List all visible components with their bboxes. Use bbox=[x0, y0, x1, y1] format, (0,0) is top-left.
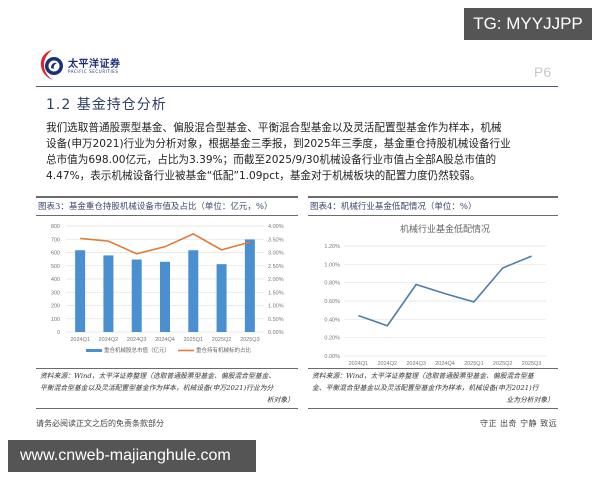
y-left-tick: 300 bbox=[51, 290, 60, 296]
y-tick: 1.00% bbox=[324, 262, 340, 268]
company-slogan: 守正 出奇 宁静 致远 bbox=[480, 419, 558, 428]
paragraph-line: 4.47%，表示机械设备行业被基金“低配”1.09pct，基金对于机械板块的配置… bbox=[46, 170, 481, 182]
figure-4: 图表4：机械行业基金低配情况（单位：%） 机械行业基金低配情况 0.00% 0.20… bbox=[308, 196, 558, 366]
x-tick: 2024Q4 bbox=[155, 337, 175, 343]
y-left-tick: 0 bbox=[57, 330, 60, 336]
market-value-combo-chart: 0 100 200 300 400 500 600 700 800 0.00% 0.50% 1.00%… bbox=[51, 224, 284, 354]
chart-title: 机械行业基金低配情况 bbox=[400, 223, 490, 235]
legend-label: 重仓持有机械标的占比 bbox=[196, 346, 252, 354]
y-left-tick: 500 bbox=[51, 264, 60, 270]
header-divider bbox=[36, 86, 258, 87]
legend-swatch-bar bbox=[86, 349, 102, 352]
figure-4-source: 资料来源：Wind，太平洋证券整理（选取普通股票型基金、偏股混合型基 金、平衡混… bbox=[308, 368, 558, 409]
figure-4-title: 图表4：机械行业基金低配情况（单位：%） bbox=[308, 196, 558, 216]
bar bbox=[244, 239, 255, 332]
watermark-bottom: www.cnweb-majianghule.com bbox=[8, 440, 256, 472]
y-right-tick: 1.50% bbox=[268, 290, 284, 296]
y-tick: 0.20% bbox=[324, 336, 340, 342]
x-tick: 2024Q3 bbox=[406, 361, 426, 366]
source-line: 业为分析对象） bbox=[506, 396, 554, 404]
pacific-logo-icon bbox=[40, 50, 63, 80]
ratio-line bbox=[80, 233, 251, 255]
y-left-tick: 600 bbox=[51, 251, 60, 257]
legend-label: 重仓机械股总市值（亿元） bbox=[104, 346, 170, 354]
y-tick: 0.80% bbox=[324, 281, 340, 287]
y-right-tick: 2.50% bbox=[268, 264, 284, 270]
x-tick: 2024Q2 bbox=[377, 361, 397, 366]
x-tick: 2025Q1 bbox=[183, 337, 203, 343]
x-tick: 2025Q3 bbox=[522, 361, 542, 366]
source-line: 资料来源：Wind，太平洋证券整理（选取普通股票型基金、偏股混合型基金、 bbox=[40, 372, 276, 380]
logo-text-en: PACIFIC SECURITIES bbox=[68, 69, 119, 74]
logo-text-cn: 太平洋证券 bbox=[68, 59, 121, 70]
y-right-tick: 3.00% bbox=[268, 251, 284, 257]
figure-3-source: 资料来源：Wind，太平洋证券整理（选取普通股票型基金、偏股混合型基金、 平衡混… bbox=[36, 368, 298, 409]
x-tick: 2025Q1 bbox=[464, 361, 484, 366]
bar bbox=[75, 250, 86, 332]
y-tick: 0.60% bbox=[324, 299, 340, 305]
disclaimer-text: 请务必阅读正文之后的免责条款部分 bbox=[36, 419, 164, 428]
underweight-line-chart: 机械行业基金低配情况 0.00% 0.20% 0.40% 0.60% 0.80% 1.00%… bbox=[324, 223, 546, 366]
paragraph-line: 总市值为698.00亿元，占比为3.39%；而截至2025/9/30机械设备行业… bbox=[46, 154, 497, 166]
y-left-tick: 700 bbox=[51, 237, 60, 243]
section-title: 1.2 基金持仓分析 bbox=[46, 97, 167, 113]
x-tick: 2024Q1 bbox=[70, 337, 90, 343]
y-tick: 0.40% bbox=[324, 317, 340, 323]
bar bbox=[188, 250, 199, 332]
y-right-tick: 3.50% bbox=[268, 237, 284, 243]
y-right-tick: 0.00% bbox=[268, 330, 284, 336]
y-left-tick: 800 bbox=[51, 224, 60, 230]
x-tick: 2024Q4 bbox=[435, 361, 455, 366]
y-right-tick: 0.50% bbox=[268, 317, 284, 323]
figure-3: 图表3：基金重仓持股机械设备市值及占比（单位：亿元，%） 0 100 200 300 4… bbox=[36, 196, 298, 354]
source-line: 析对象） bbox=[266, 396, 294, 404]
y-left-tick: 100 bbox=[51, 317, 60, 323]
x-tick: 2024Q2 bbox=[99, 337, 119, 343]
bar bbox=[131, 259, 142, 332]
y-left-tick: 400 bbox=[51, 277, 60, 283]
bar bbox=[103, 255, 114, 332]
figure-3-title: 图表3：基金重仓持股机械设备市值及占比（单位：亿元，%） bbox=[36, 196, 298, 216]
source-line: 平衡混合型基金以及灵活配置型基金作为样本，机械设备(申万2021)行业为分 bbox=[40, 384, 274, 392]
bar bbox=[216, 264, 227, 332]
x-tick: 2025Q2 bbox=[212, 337, 232, 343]
y-left-tick: 200 bbox=[51, 304, 60, 310]
x-tick: 2025Q3 bbox=[240, 337, 260, 343]
y-right-tick: 1.00% bbox=[268, 304, 284, 310]
y-tick: 1.20% bbox=[324, 244, 340, 250]
page-number: P6 bbox=[534, 64, 552, 80]
company-logo: 太平洋证券 PACIFIC SECURITIES bbox=[38, 48, 138, 82]
x-tick: 2024Q3 bbox=[127, 337, 147, 343]
header-divider-right bbox=[258, 86, 558, 87]
y-right-tick: 2.00% bbox=[268, 277, 284, 283]
y-right-tick: 4.00% bbox=[268, 224, 284, 230]
paragraph-line: 我们选取普通股票型基金、偏股混合型基金、平衡混合型基金以及灵活配置型基金作为样本… bbox=[46, 122, 502, 134]
paragraph-line: 设备(申万2021)行业为分析对象，根据基金三季报，到2025年三季度，基金重仓… bbox=[46, 138, 511, 150]
y-tick: 0.00% bbox=[324, 354, 340, 360]
x-tick: 2024Q1 bbox=[349, 361, 369, 366]
analysis-paragraph: 我们选取普通股票型基金、偏股混合型基金、平衡混合型基金以及灵活配置型基金作为样本… bbox=[46, 120, 558, 184]
source-line: 金、平衡混合型基金以及灵活配置型基金作为样本，机械设备(申万2021)行 bbox=[312, 384, 539, 392]
bar bbox=[160, 261, 170, 332]
watermark-top: TG: MYYJJPP bbox=[464, 8, 592, 40]
x-tick: 2025Q2 bbox=[493, 361, 513, 366]
source-line: 资料来源：Wind，太平洋证券整理（选取普通股票型基金、偏股混合型基 bbox=[312, 372, 534, 380]
underweight-line bbox=[358, 255, 532, 327]
